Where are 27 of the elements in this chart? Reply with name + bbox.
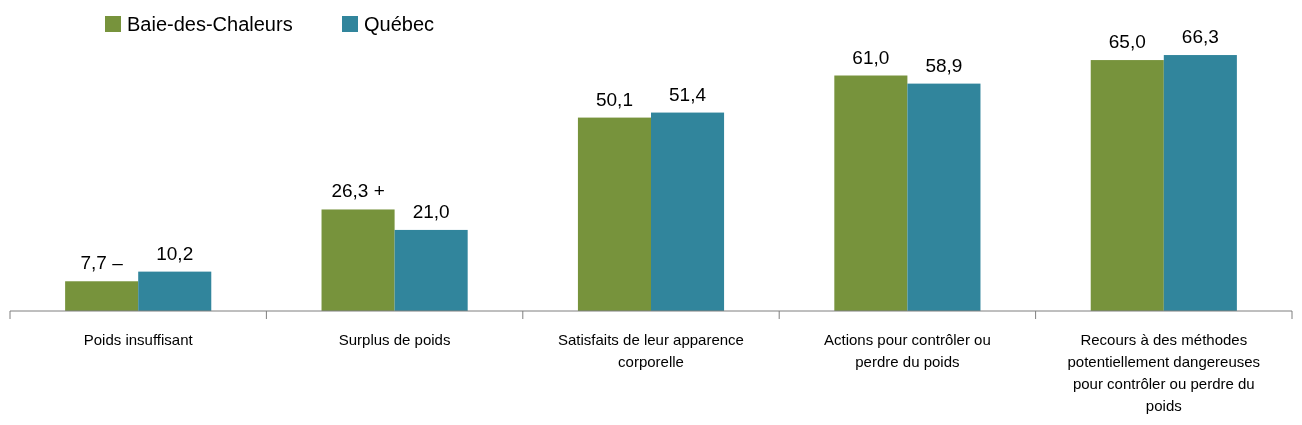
data-label: 21,0 [412,200,450,222]
data-label: 61,0 [852,46,890,68]
bar [1090,60,1164,311]
data-label: 65,0 [1108,31,1146,53]
data-label: 58,9 [925,54,963,76]
data-label: 51,4 [669,83,707,105]
x-tick-label: Surplus de poids [338,331,451,348]
x-tick-label: Satisfaits de leur apparence corporelle [558,331,744,370]
data-label: 10,2 [156,242,194,264]
data-label: 26,3 + [331,180,385,202]
x-tick-label: Actions pour contrôler ou perdre du poids [824,331,991,370]
x-tick-label: Poids insuffisant [83,331,194,348]
x-tick-label: Recours à des méthodes potentiellement dangereuses pour contrôler ou perdre du poids [1067,331,1261,414]
legend-label: Québec [364,13,435,35]
bar [1163,55,1237,311]
legend-label: Baie-des-Chaleurs [127,13,293,35]
bar [651,112,725,311]
bar [907,83,981,311]
bar [834,75,908,311]
data-label: 66,3 [1181,26,1219,48]
bar [394,229,468,311]
data-label: 7,7 – [80,252,124,274]
bar [577,117,651,311]
bar [321,209,395,311]
bar [65,281,139,311]
data-label: 50,1 [595,88,633,110]
bar [138,271,212,311]
